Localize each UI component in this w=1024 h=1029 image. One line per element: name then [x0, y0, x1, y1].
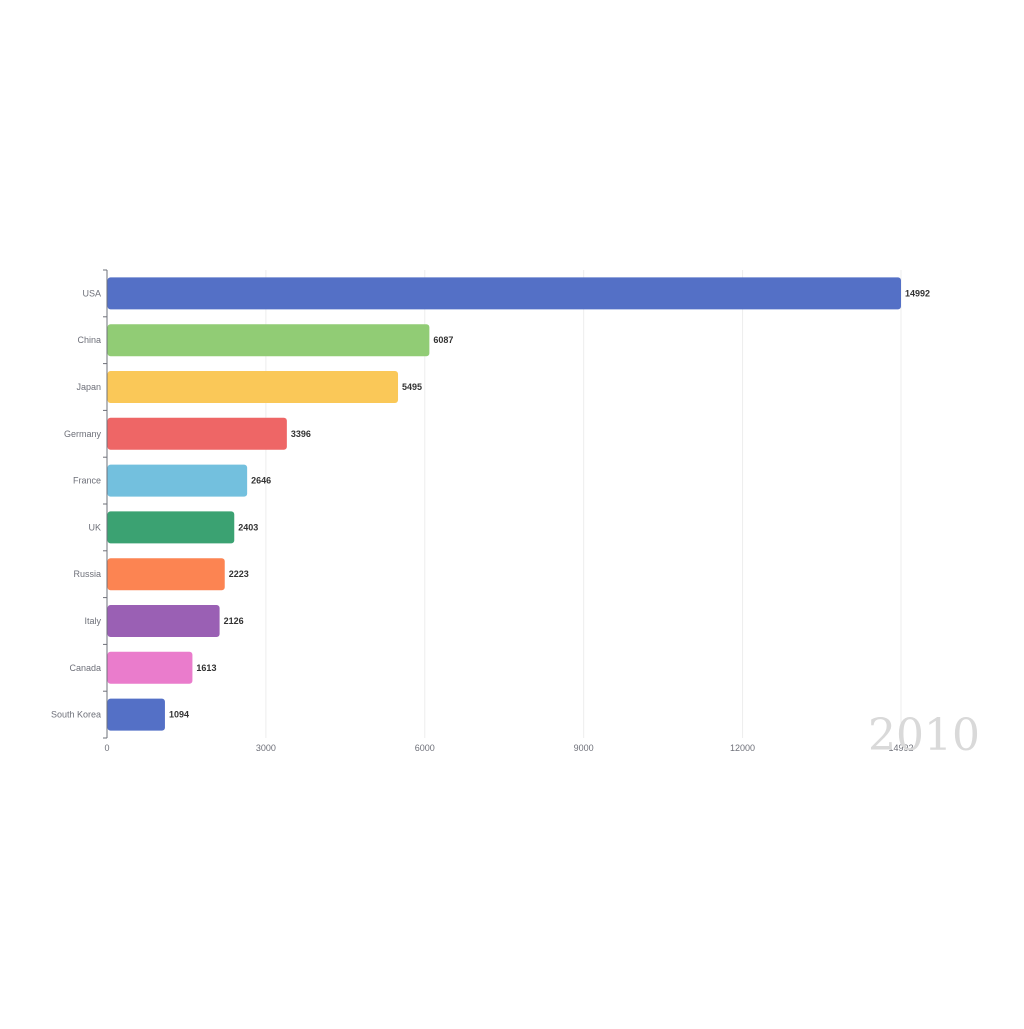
category-label: France — [73, 476, 101, 486]
value-label: 6087 — [433, 335, 453, 345]
value-label: 2646 — [251, 476, 271, 486]
bars: 14992 6087 5495 3396 2646 2403 2223 2126 1613 109… — [107, 277, 930, 731]
bar — [107, 277, 901, 310]
bar — [107, 558, 225, 591]
category-label: USA — [82, 288, 101, 298]
axes: 0 3000 6000 9000 12000 14992 USA China Japan Germ… — [51, 269, 914, 753]
value-label: 14992 — [905, 288, 930, 298]
x-tick-label: 0 — [104, 743, 109, 753]
bar — [107, 651, 193, 684]
category-label: UK — [88, 522, 101, 532]
x-tick-label: 6000 — [415, 743, 435, 753]
value-label: 1613 — [196, 663, 216, 673]
value-label: 2403 — [238, 522, 258, 532]
bar — [107, 324, 430, 357]
category-label: Japan — [76, 382, 101, 392]
value-label: 2126 — [224, 616, 244, 626]
x-tick-label: 14992 — [888, 743, 913, 753]
bar — [107, 605, 220, 637]
category-label: Canada — [69, 663, 101, 673]
bar — [107, 464, 248, 497]
bar — [107, 417, 287, 450]
bar — [107, 698, 165, 731]
x-tick-label: 12000 — [730, 743, 755, 753]
bar — [107, 371, 399, 403]
bar — [107, 511, 235, 544]
category-label: Russia — [73, 569, 101, 579]
value-label: 1094 — [169, 710, 189, 720]
category-label: South Korea — [51, 710, 101, 720]
category-label: Germany — [64, 429, 102, 439]
category-label: Italy — [84, 616, 101, 626]
x-tick-label: 3000 — [256, 743, 276, 753]
category-label: China — [77, 335, 101, 345]
value-label: 3396 — [291, 429, 311, 439]
year-label: 2010 — [868, 710, 980, 761]
value-label: 2223 — [229, 569, 249, 579]
value-label: 5495 — [402, 382, 422, 392]
x-tick-label: 9000 — [574, 743, 594, 753]
